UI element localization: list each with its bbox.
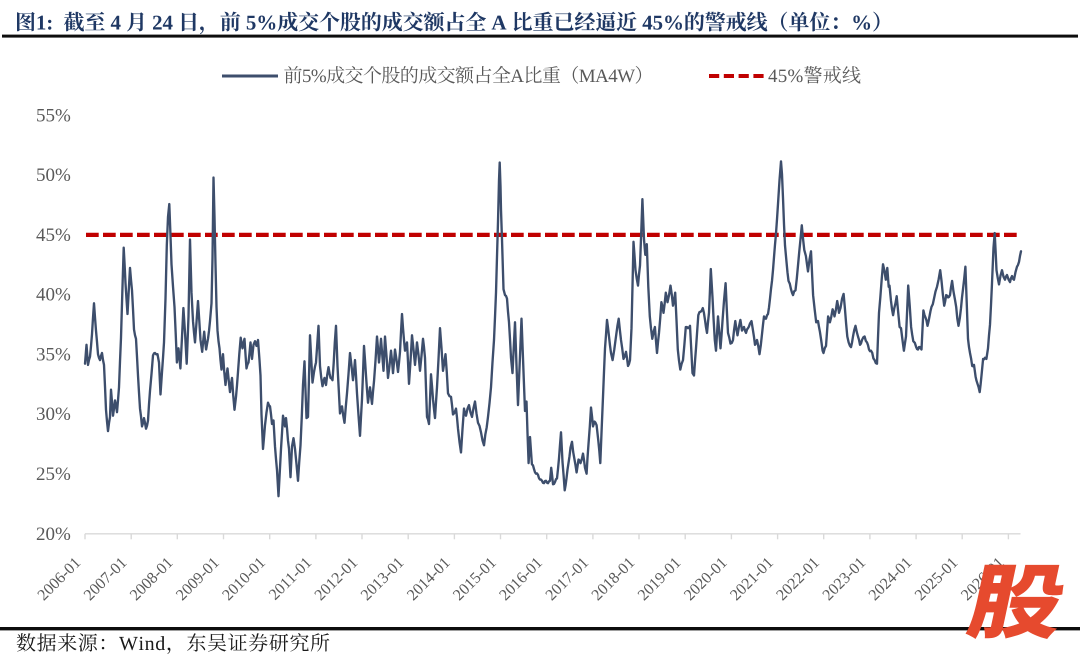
svg-text:40%: 40% [36, 285, 71, 306]
svg-text:45%: 45% [36, 225, 71, 246]
svg-text:35%: 35% [36, 345, 71, 366]
svg-text:55%: 55% [36, 105, 71, 126]
svg-text:30%: 30% [36, 404, 71, 425]
svg-text:20%: 20% [36, 524, 71, 545]
svg-text:25%: 25% [36, 464, 71, 485]
svg-text:50%: 50% [36, 165, 71, 186]
